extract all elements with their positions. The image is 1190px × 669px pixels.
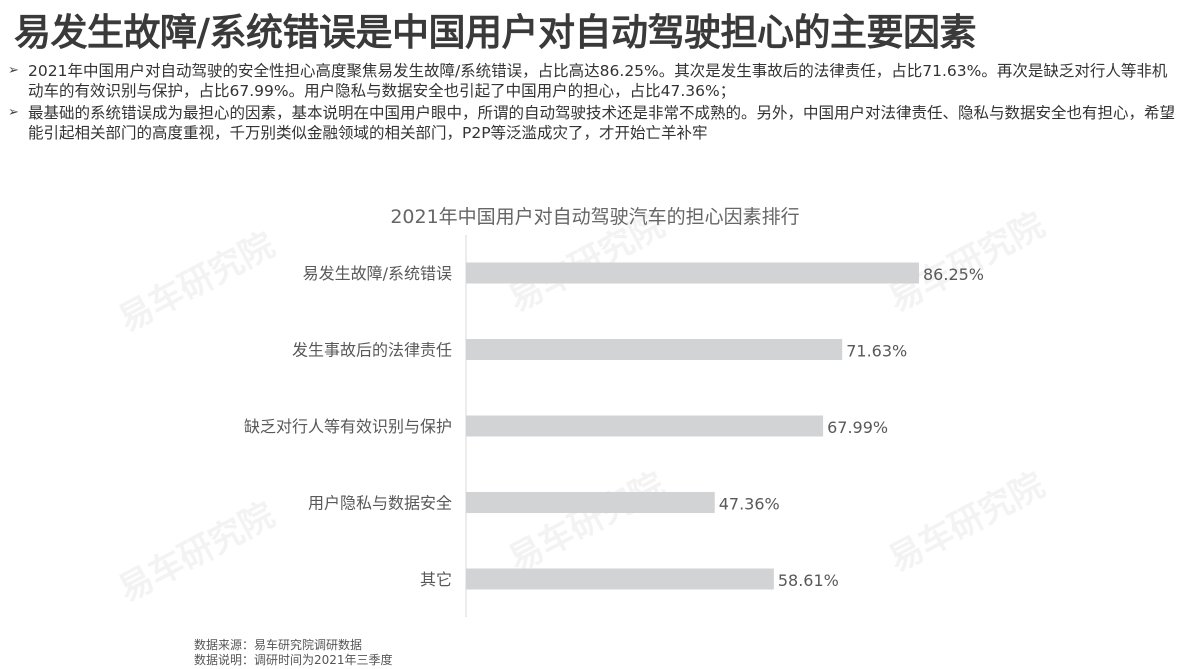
- page-title: 易发生故障/系统错误是中国用户对自动驾驶担心的主要因素: [14, 11, 977, 54]
- data-label: 58.61%: [778, 571, 839, 590]
- data-label: 86.25%: [923, 265, 984, 284]
- bar: [466, 415, 824, 437]
- arrow-bullet-icon: ➢: [8, 63, 19, 78]
- bullet-2: ➢ 最基础的系统错误成为最担心的因素，基本说明在中国用户眼中，所谓的自动驾驶技术还…: [8, 103, 1178, 143]
- source-note: 数据来源：易车研究院调研数据: [194, 638, 363, 652]
- category-label: 其它: [420, 570, 452, 589]
- data-label: 47.36%: [719, 495, 780, 514]
- bar: [466, 492, 715, 513]
- category-label: 用户隐私与数据安全: [308, 494, 452, 513]
- data-label: 71.63%: [846, 342, 907, 361]
- chart-title: 2021年中国用户对自动驾驶汽车的担心因素排行: [390, 206, 800, 228]
- bar: [466, 262, 919, 284]
- category-label: 缺乏对行人等有效识别与保护: [244, 417, 452, 436]
- bullet-text: 最基础的系统错误成为最担心的因素，基本说明在中国用户眼中，所谓的自动驾驶技术还是…: [28, 104, 1176, 142]
- bullet-text: 2021年中国用户对自动驾驶的安全性担心高度聚焦易发生故障/系统错误，占比高达8…: [28, 62, 1168, 100]
- category-label: 发生事故后的法律责任: [292, 341, 452, 360]
- category-label: 易发生故障/系统错误: [303, 264, 452, 283]
- bullet-1: ➢ 2021年中国用户对自动驾驶的安全性担心高度聚焦易发生故障/系统错误，占比高达…: [8, 61, 1178, 101]
- bar: [466, 339, 843, 360]
- description-note: 数据说明：调研时间为2021年三季度: [194, 653, 393, 667]
- arrow-bullet-icon: ➢: [8, 105, 19, 120]
- bar: [466, 568, 774, 590]
- data-label: 67.99%: [827, 418, 888, 437]
